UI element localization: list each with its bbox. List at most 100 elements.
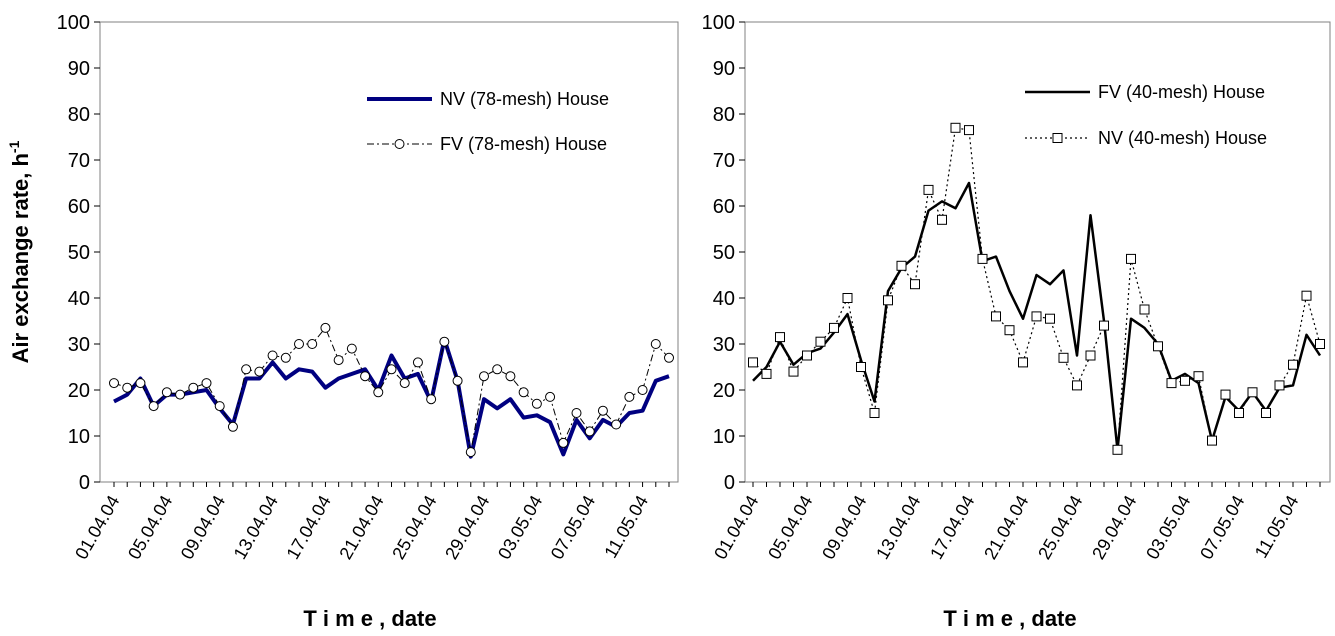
x-ticks-left: 01.04.04 05.04.04 09.04.04 13.04.04 17.04.04…: [71, 482, 670, 563]
data-point-circle: [320, 322, 331, 333]
x-tick-label: 01.04.04: [710, 492, 762, 563]
data-point-square: [1018, 357, 1028, 368]
legend-left: NV (78-mesh) House FV (78-mesh) House: [367, 89, 609, 154]
data-point-square: [1207, 435, 1217, 446]
y-tick-label: 10: [68, 426, 90, 448]
data-point-circle: [373, 387, 384, 398]
data-point-square: [1112, 444, 1123, 455]
data-point-square: [869, 408, 880, 418]
x-tick-label: 21.04.04: [335, 492, 387, 563]
data-point-circle: [109, 378, 119, 389]
data-point-square: [829, 322, 839, 333]
data-point-circle: [201, 378, 212, 389]
data-point-circle: [597, 405, 608, 416]
legend-marker-circle: [394, 139, 405, 149]
data-point-circle: [412, 357, 423, 368]
y-tick-label: 20: [68, 380, 90, 402]
data-point-circle: [175, 389, 186, 400]
data-point-circle: [492, 364, 503, 375]
y-tick-label: 90: [713, 58, 735, 80]
data-point-square: [1193, 371, 1204, 382]
x-tick-label: 29.04.04: [1088, 492, 1140, 563]
y-tick-label: 50: [68, 242, 90, 264]
data-point-circle: [584, 426, 595, 437]
legend-right: FV (40-mesh) House NV (40-mesh) House: [1025, 82, 1267, 148]
x-axis-label-right: T i m e , date: [943, 606, 1076, 631]
data-point-square: [950, 122, 961, 133]
data-point-square: [748, 357, 758, 368]
data-point-circle: [280, 352, 291, 363]
y-tick-label: 100: [57, 12, 90, 34]
data-point-circle: [307, 339, 318, 349]
data-point-square: [842, 293, 853, 303]
data-point-circle: [386, 364, 397, 375]
data-point-square: [883, 295, 893, 306]
series-group-left: [109, 322, 674, 459]
y-tick-label: 50: [713, 242, 735, 264]
data-point-circle: [346, 343, 357, 354]
y-tick-label: 80: [68, 104, 90, 126]
data-point-square: [1099, 320, 1109, 331]
data-point-square: [1274, 380, 1285, 391]
legend-label-1: FV (40-mesh) House: [1098, 82, 1265, 102]
y-tick-label: 60: [713, 196, 735, 218]
data-point-circle: [399, 378, 410, 389]
data-point-square: [1058, 352, 1069, 363]
legend-label-2: FV (78-mesh) House: [440, 134, 607, 154]
y-tick-label: 80: [713, 104, 735, 126]
data-point-circle: [545, 391, 556, 402]
data-point-square: [991, 311, 1001, 322]
y-tick-label: 70: [68, 150, 90, 172]
data-point-circle: [624, 391, 635, 402]
data-point-circle: [637, 385, 648, 395]
data-point-square: [1220, 389, 1231, 400]
series-line-1: [113, 337, 670, 459]
data-point-circle: [360, 371, 371, 382]
y-tick-label: 0: [79, 472, 90, 494]
legend-marker-square: [1052, 133, 1063, 143]
legend-label-2: NV (40-mesh) House: [1098, 128, 1267, 148]
data-point-square: [1288, 359, 1298, 370]
data-point-circle: [505, 371, 516, 382]
x-tick-label: 09.04.04: [818, 492, 870, 563]
x-tick-label: 13.04.04: [230, 492, 282, 563]
x-tick-label: 17.04.04: [926, 492, 978, 563]
data-point-circle: [188, 382, 199, 393]
data-point-circle: [333, 355, 344, 366]
x-tick-label: 11.05.04: [1251, 492, 1303, 562]
data-point-circle: [650, 339, 661, 349]
data-point-square: [1234, 408, 1244, 418]
series-group-right: [748, 122, 1325, 455]
data-point-square: [775, 332, 785, 343]
data-point-circle: [571, 408, 582, 418]
data-point-circle: [227, 421, 238, 432]
data-point-circle: [531, 398, 542, 409]
data-point-square: [856, 362, 866, 372]
y-tick-label: 0: [724, 472, 735, 494]
data-point-square: [761, 368, 772, 379]
data-point-square: [1031, 311, 1042, 322]
x-tick-label: 21.04.04: [980, 492, 1032, 563]
x-tick-label: 25.04.04: [388, 492, 440, 563]
data-point-circle: [558, 437, 569, 448]
x-tick-label: 03.05.04: [494, 492, 546, 563]
y-axis-label-text: Air exchange rate, h: [8, 153, 33, 363]
data-point-square: [788, 366, 799, 377]
y-axis-label-left: Air exchange rate, h-1: [6, 140, 33, 363]
legend-label-1: NV (78-mesh) House: [440, 89, 609, 109]
data-point-circle: [518, 387, 529, 398]
data-point-circle: [294, 339, 304, 349]
data-point-circle: [452, 375, 463, 386]
y-ticks-left: 0 10 20 30 40 50 60 70 80 90 100: [57, 12, 100, 494]
y-tick-label: 60: [68, 196, 90, 218]
data-point-square: [1085, 350, 1096, 361]
data-point-square: [802, 350, 812, 361]
x-tick-label: 01.04.04: [71, 492, 123, 563]
x-tick-label: 13.04.04: [872, 492, 924, 563]
data-point-square: [977, 253, 988, 264]
y-tick-label: 100: [702, 12, 735, 34]
data-point-circle: [267, 350, 278, 361]
x-tick-label: 17.04.04: [283, 492, 335, 563]
data-point-circle: [148, 401, 159, 412]
